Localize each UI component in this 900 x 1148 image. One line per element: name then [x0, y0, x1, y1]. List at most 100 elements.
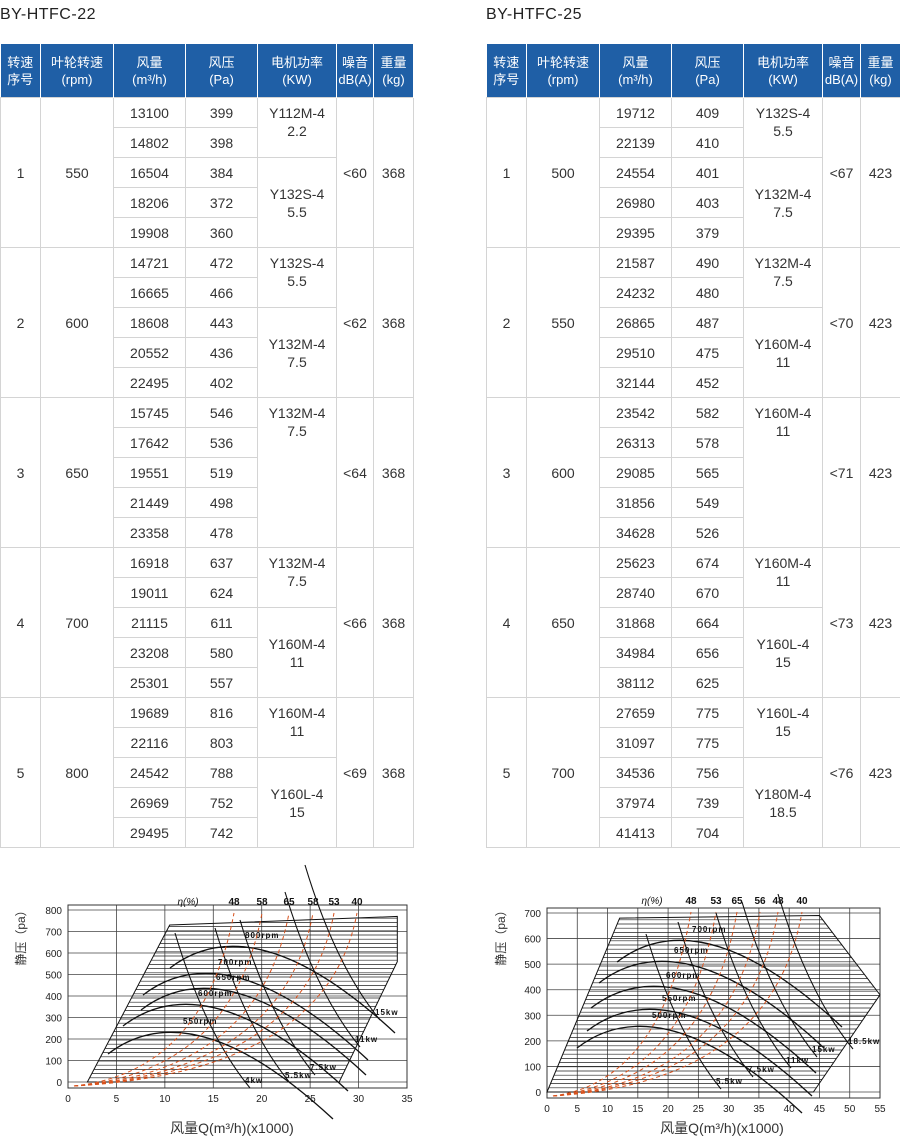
x-tick-label: 30 — [723, 1104, 735, 1115]
header-line: 序号 — [7, 71, 34, 87]
pressure: 624 — [185, 577, 258, 608]
pressure: 670 — [671, 577, 744, 608]
speed-label: 650rpm — [216, 973, 250, 982]
header-line: 转速 — [493, 54, 520, 70]
pressure: 803 — [185, 727, 258, 758]
header-line: 电机功率 — [270, 54, 323, 70]
motor: Y160M-4 11 — [257, 697, 337, 758]
power-label: 11kw — [355, 1035, 378, 1044]
speed-curve — [140, 987, 367, 1076]
airflow: 37974 — [599, 787, 672, 818]
pressure: 372 — [185, 187, 258, 218]
y-tick-label: 800 — [45, 906, 62, 917]
pressure: 410 — [671, 127, 744, 158]
motor: Y180M-4 18.5 — [743, 757, 823, 848]
y-tick-label: 400 — [45, 992, 62, 1003]
pressure: 436 — [185, 337, 258, 368]
pressure: 580 — [185, 637, 258, 668]
power-curve — [304, 864, 381, 1021]
header-line: (Pa) — [209, 71, 234, 87]
pressure: 742 — [185, 817, 258, 848]
pressure: 549 — [671, 487, 744, 518]
header-cell: 风量 (m³/h) — [599, 44, 672, 98]
efficiency-value: 48 — [685, 896, 697, 907]
airflow: 24232 — [599, 277, 672, 308]
x-tick-label: 10 — [159, 1094, 171, 1105]
efficiency-curve — [73, 912, 235, 1087]
y-axis-title: 静压（pa） — [494, 904, 508, 965]
power-curve — [239, 919, 316, 1076]
header-line: 噪音 — [341, 54, 368, 70]
y-axis-title: 静压（pa） — [14, 904, 28, 965]
pressure: 578 — [671, 427, 744, 458]
pressure: 399 — [185, 97, 258, 128]
airflow: 19011 — [113, 577, 186, 608]
airflow: 26865 — [599, 307, 672, 338]
header-line: 叶轮转速 — [50, 54, 103, 70]
motor: Y132S-4 5.5 — [257, 157, 337, 248]
rpm: 600 — [526, 397, 600, 548]
airflow: 29510 — [599, 337, 672, 368]
data-row: 19908 360 — [1, 217, 414, 248]
weight: 423 — [860, 697, 900, 848]
header-line: 风量 — [136, 54, 163, 70]
airflow: 27659 — [599, 697, 672, 728]
speed-label: 650rpm — [674, 946, 708, 955]
x-tick-label: 5 — [114, 1094, 120, 1105]
header-line: 风压 — [694, 54, 721, 70]
x-tick-label: 20 — [256, 1094, 268, 1105]
airflow: 38112 — [599, 667, 672, 698]
y-tick-label: 600 — [45, 949, 62, 960]
airflow: 19712 — [599, 97, 672, 128]
header-cell: 电机功率 (KW) — [743, 44, 823, 98]
pressure: 756 — [671, 757, 744, 788]
noise: <62 — [336, 247, 374, 398]
spec-table: 转速 序号 叶轮转速 (rpm) 风量 (m³/h) 风压 (Pa) 电机功率 (KW) 噪音 dB(… — [486, 44, 900, 848]
pressure: 611 — [185, 607, 258, 638]
header-line: dB(A) — [824, 71, 859, 87]
data-row: 17642 536 — [1, 427, 414, 458]
airflow: 19551 — [113, 457, 186, 488]
motor-model: Y160M-4 — [268, 635, 326, 652]
airflow: 23358 — [113, 517, 186, 548]
pressure: 704 — [671, 817, 744, 848]
header-line: (KW) — [768, 71, 798, 87]
header-line: 序号 — [493, 71, 520, 87]
efficiency-curve — [73, 912, 290, 1087]
speed-no: 1 — [0, 97, 41, 248]
motor-model: Y160L-4 — [270, 785, 324, 802]
x-tick-label: 55 — [874, 1104, 886, 1115]
plot-frame — [546, 907, 881, 1099]
airflow: 23208 — [113, 637, 186, 668]
noise: <71 — [822, 397, 861, 548]
header-row: 转速 序号 叶轮转速 (rpm) 风量 (m³/h) 风压 (Pa) 电机功率 (KW) 噪音 dB(… — [0, 44, 414, 98]
motor: Y132M-4 7.5 — [257, 307, 337, 398]
motor-model: Y160L-4 — [756, 635, 810, 652]
noise: <70 — [822, 247, 861, 398]
airflow: 18206 — [113, 187, 186, 218]
y-tick-label: 500 — [45, 971, 62, 982]
speed-label: 700rpm — [218, 958, 252, 967]
rpm: 800 — [40, 697, 114, 848]
airflow: 34984 — [599, 637, 672, 668]
motor-power: 7.5 — [773, 273, 793, 289]
pressure: 637 — [185, 547, 258, 578]
power-curve — [715, 912, 792, 1069]
speed-curve — [107, 1031, 334, 1120]
airflow: 41413 — [599, 817, 672, 848]
data-row: 4 700 16918 637 Y132M-4 7.5 <66 368 — [0, 547, 414, 698]
header-line: 风压 — [208, 54, 235, 70]
data-row: 41413 704 — [487, 817, 900, 848]
header-cell: 重量 (kg) — [373, 44, 414, 98]
header-cell: 叶轮转速 (rpm) — [526, 44, 600, 98]
data-row: 38112 625 — [487, 667, 900, 698]
header-line: 电机功率 — [756, 54, 809, 70]
speed-no: 5 — [0, 697, 41, 848]
data-row: 19011 624 — [1, 577, 414, 608]
power-curve — [284, 891, 361, 1048]
motor-power: 11 — [775, 573, 791, 589]
data-row: 16665 466 — [1, 277, 414, 308]
efficiency-curve — [73, 912, 314, 1087]
airflow: 22495 — [113, 367, 186, 398]
fan-chart: 0 5 10 15 20 25 30 3501002003004005006007008001… — [14, 864, 413, 1136]
